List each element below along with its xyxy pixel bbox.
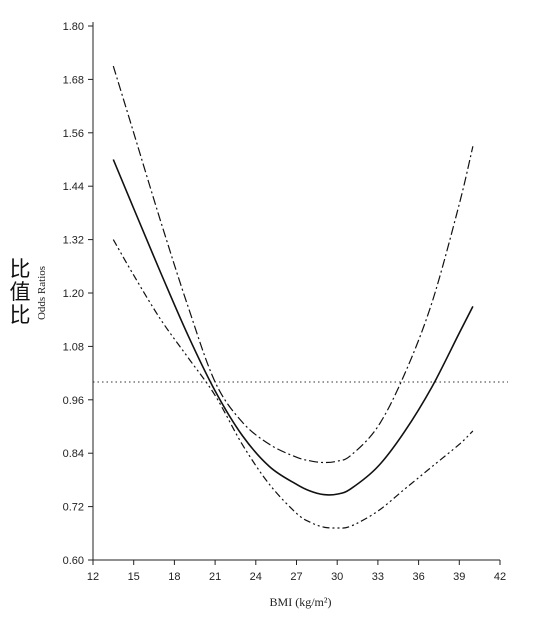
x-tick-label: 12 — [87, 571, 99, 583]
chinese-axis-label: 比 值 比 — [8, 258, 32, 327]
series-line-dash-dot-dot — [112, 239, 474, 529]
y-tick-label: 1.44 — [63, 181, 84, 193]
y-tick-label: 1.32 — [63, 235, 84, 247]
y-tick-label: 0.72 — [63, 502, 84, 514]
x-tick-label: 27 — [290, 571, 302, 583]
axes: 0.60 0.72 0.84 0.96 1.08 1.20 1.32 1.44 1.56 1.68… — [63, 21, 507, 583]
y-tick-label: 0.60 — [63, 555, 84, 567]
series-line-solid — [112, 159, 474, 496]
y-tick-label: 1.68 — [63, 74, 84, 86]
x-tick-label: 42 — [494, 571, 506, 583]
x-tick-label: 30 — [331, 571, 343, 583]
y-axis-label: Odds Ratios — [36, 266, 48, 320]
y-tick-label: 0.84 — [63, 448, 84, 460]
y-tick-label: 1.20 — [63, 288, 84, 300]
y-tick-label: 1.56 — [63, 128, 84, 140]
x-tick-label: 18 — [168, 571, 180, 583]
cjk-char: 值 — [9, 280, 31, 304]
x-tick-label: 21 — [209, 571, 221, 583]
y-tick-label: 0.96 — [63, 395, 84, 407]
axis-labels: BMI (kg/m²) Odds Ratios — [36, 266, 331, 609]
x-axis-label: BMI (kg/m²) — [270, 595, 332, 609]
cjk-char: 比 — [9, 257, 31, 281]
series-layer — [112, 65, 474, 529]
x-tick-label: 33 — [372, 571, 384, 583]
y-tick-label: 1.80 — [63, 21, 84, 33]
x-tick-label: 36 — [412, 571, 424, 583]
x-tick-label: 39 — [453, 571, 465, 583]
x-tick-label: 24 — [250, 571, 262, 583]
cjk-char: 比 — [9, 303, 31, 327]
y-tick-label: 1.08 — [63, 341, 84, 353]
series-line-dash-dot — [112, 65, 474, 464]
x-tick-label: 15 — [128, 571, 140, 583]
